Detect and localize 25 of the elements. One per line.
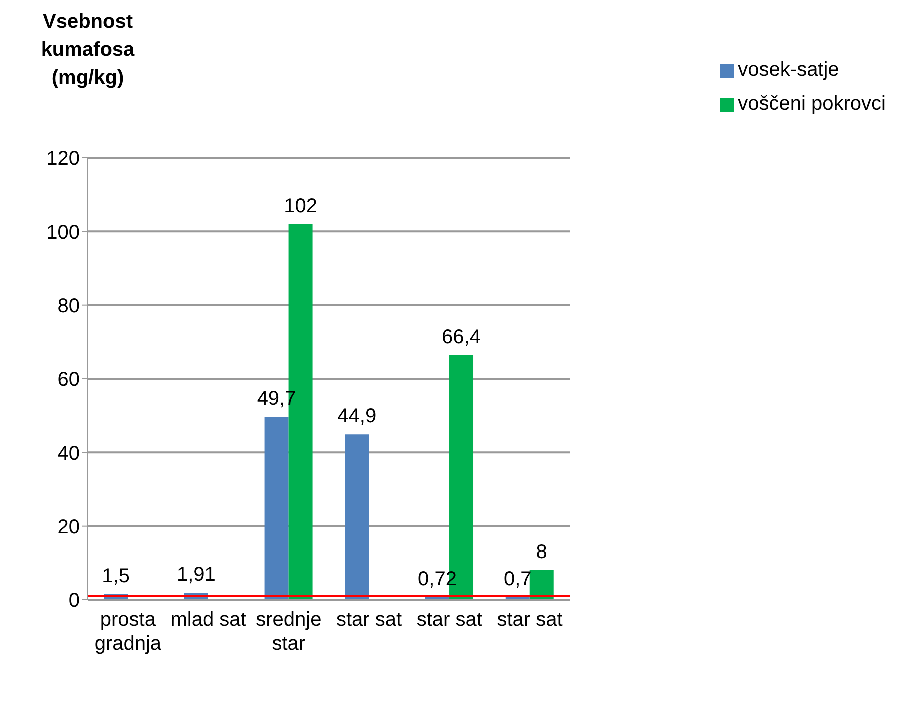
x-tick-label: star sat <box>416 609 483 631</box>
x-tick-label: prosta gradnja <box>94 609 162 655</box>
x-tick-label: star sat <box>497 609 564 631</box>
y-tick-label: 0 <box>68 590 80 612</box>
bar <box>530 570 554 600</box>
x-tick-label: star sat <box>336 609 402 631</box>
y-axis-title: Vsebnost kumafosa (mg/kg) <box>40 10 136 91</box>
y-tick-label: 100 <box>46 222 80 244</box>
y-tick-label: 80 <box>58 295 80 318</box>
data-label: 66,4 <box>442 326 481 348</box>
y-tick-label: 20 <box>58 516 80 538</box>
data-label: 1,5 <box>102 565 130 588</box>
y-tick-label: 40 <box>58 442 80 465</box>
legend-label: voščeni pokrovci <box>738 93 886 115</box>
x-tick-label: mlad sat <box>170 609 247 631</box>
bar <box>264 416 289 600</box>
y-tick-label: 60 <box>58 369 80 392</box>
data-label: 8 <box>536 542 548 564</box>
legend-label: vosek-satje <box>738 59 840 81</box>
bar <box>345 434 370 600</box>
y-tick-label: 120 <box>46 148 80 170</box>
data-label: 44,9 <box>338 406 377 428</box>
x-tick-label: srednje star <box>256 609 322 655</box>
data-label: 102 <box>284 195 318 218</box>
data-label: 1,91 <box>176 564 216 586</box>
